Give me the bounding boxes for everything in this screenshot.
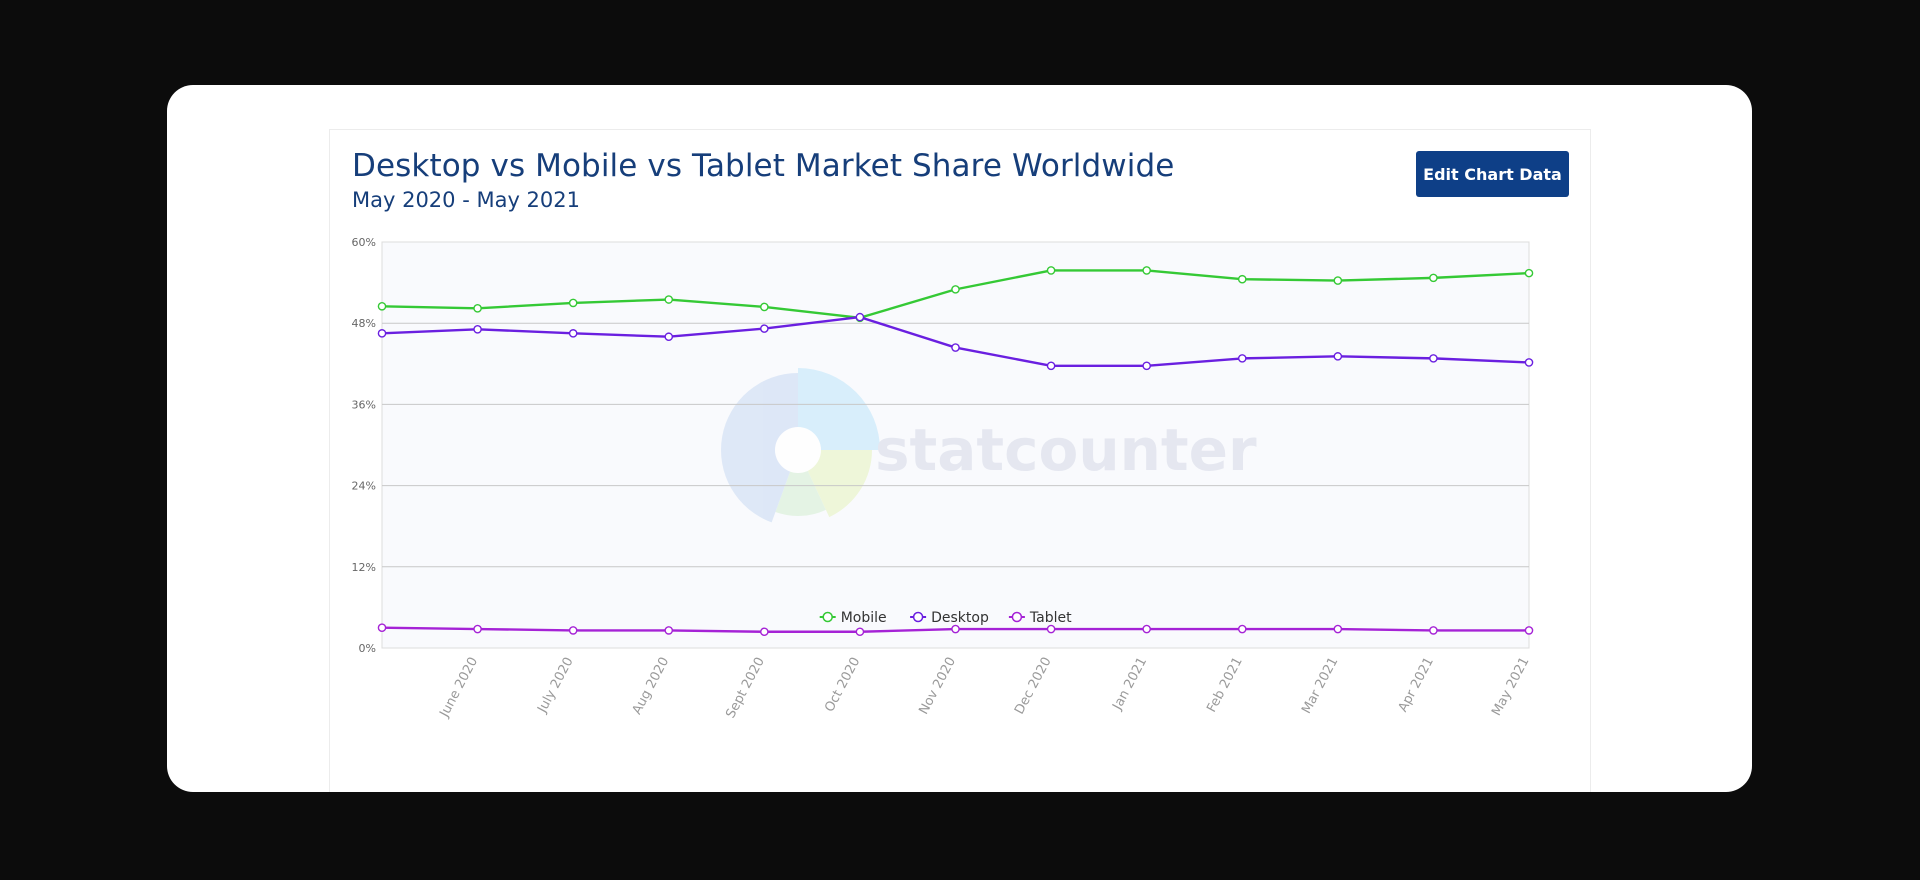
x-tick-label: Oct 2020	[822, 655, 863, 715]
x-tick-label: Sept 2020	[723, 655, 768, 721]
data-point-tablet	[664, 626, 674, 635]
data-point-mobile	[1524, 268, 1534, 278]
x-tick-label: June 2020	[437, 655, 481, 721]
x-tick-label: Feb 2021	[1204, 655, 1246, 715]
x-tick-label: Dec 2020	[1012, 655, 1055, 717]
line-chart: statcounter 0% 12% 24% 36% 48% 60% June 2020 Jul…	[352, 236, 1534, 721]
chart-subtitle: May 2020 - May 2021	[352, 188, 580, 212]
data-point-mobile	[951, 285, 960, 294]
data-point-desktop	[1333, 352, 1343, 361]
plot-background	[381, 241, 1530, 649]
data-point-desktop	[1524, 358, 1534, 367]
logo-wedge-yellow	[798, 450, 872, 518]
data-point-mobile	[760, 302, 769, 312]
data-point-tablet	[855, 627, 865, 637]
logo-wedge-blue	[721, 373, 798, 523]
data-point-tablet	[473, 624, 482, 634]
series-tablet	[377, 623, 1534, 637]
data-point-tablet	[377, 623, 387, 633]
plot-area: statcounter 0% 12% 24% 36% 48% 60% June 2020 Jul…	[352, 236, 1534, 721]
data-point-mobile	[377, 301, 387, 311]
data-point-mobile	[473, 304, 482, 313]
logo-hole	[775, 427, 821, 473]
legend-marker-tablet	[1011, 611, 1023, 623]
data-point-mobile	[1429, 273, 1438, 283]
data-point-mobile	[1142, 266, 1151, 275]
data-point-tablet	[1429, 626, 1438, 635]
data-point-desktop	[951, 343, 960, 352]
data-point-tablet	[760, 627, 769, 637]
statcounter-watermark: statcounter	[721, 368, 1257, 523]
chart-panel: Desktop vs Mobile vs Tablet Market Share…	[329, 129, 1591, 792]
logo-wedge-cyan	[798, 368, 880, 450]
data-point-tablet	[568, 626, 578, 635]
data-point-tablet	[1142, 624, 1151, 634]
y-tick-label: 60%	[352, 236, 376, 249]
data-point-tablet	[1524, 626, 1534, 635]
legend-label-mobile: Mobile	[841, 610, 887, 626]
data-point-desktop	[1142, 361, 1151, 371]
data-point-tablet	[1333, 624, 1343, 634]
legend-label-desktop: Desktop	[931, 610, 989, 626]
y-tick-label: 24%	[352, 480, 376, 493]
y-tick-label: 48%	[352, 317, 376, 330]
data-point-desktop	[1237, 354, 1247, 363]
data-point-desktop	[473, 324, 482, 334]
data-point-desktop	[1429, 354, 1438, 363]
chart-legend: Mobile Desktop Tablet	[819, 610, 1072, 626]
x-tick-label: Aug 2020	[630, 655, 673, 717]
edit-chart-data-button[interactable]: Edit Chart Data	[1416, 151, 1569, 197]
data-point-mobile	[1046, 266, 1056, 275]
logo-wedge-green	[775, 450, 826, 516]
x-tick-label: Mar 2021	[1299, 655, 1341, 717]
series-desktop	[377, 312, 1534, 371]
data-point-mobile	[568, 298, 578, 308]
data-point-mobile	[1333, 276, 1343, 285]
data-point-desktop	[568, 329, 578, 338]
y-tick-label: 36%	[352, 398, 376, 411]
x-tick-label: Apr 2021	[1396, 655, 1437, 715]
data-point-tablet	[1046, 624, 1056, 634]
data-point-tablet	[951, 624, 960, 634]
content-card: Desktop vs Mobile vs Tablet Market Share…	[167, 85, 1752, 792]
data-point-desktop	[664, 332, 674, 342]
legend-marker-desktop	[912, 611, 924, 623]
legend-label-tablet: Tablet	[1029, 610, 1072, 626]
data-point-desktop	[760, 324, 769, 333]
y-tick-label: 12%	[352, 561, 376, 574]
data-point-desktop	[855, 312, 865, 322]
x-tick-label: Jan 2021	[1110, 655, 1151, 713]
y-tick-label: 0%	[359, 642, 376, 655]
watermark-text: statcounter	[875, 416, 1257, 484]
legend-marker-mobile	[822, 611, 833, 623]
x-tick-label: July 2020	[535, 655, 577, 716]
chart-title: Desktop vs Mobile vs Tablet Market Share…	[352, 148, 1175, 184]
data-point-mobile	[664, 295, 674, 304]
data-point-mobile	[1237, 274, 1247, 284]
data-point-tablet	[1237, 624, 1247, 634]
data-point-desktop	[377, 329, 387, 338]
data-point-desktop	[1046, 361, 1056, 371]
x-tick-label: May 2021	[1489, 655, 1532, 719]
x-tick-label: Nov 2020	[916, 655, 959, 717]
